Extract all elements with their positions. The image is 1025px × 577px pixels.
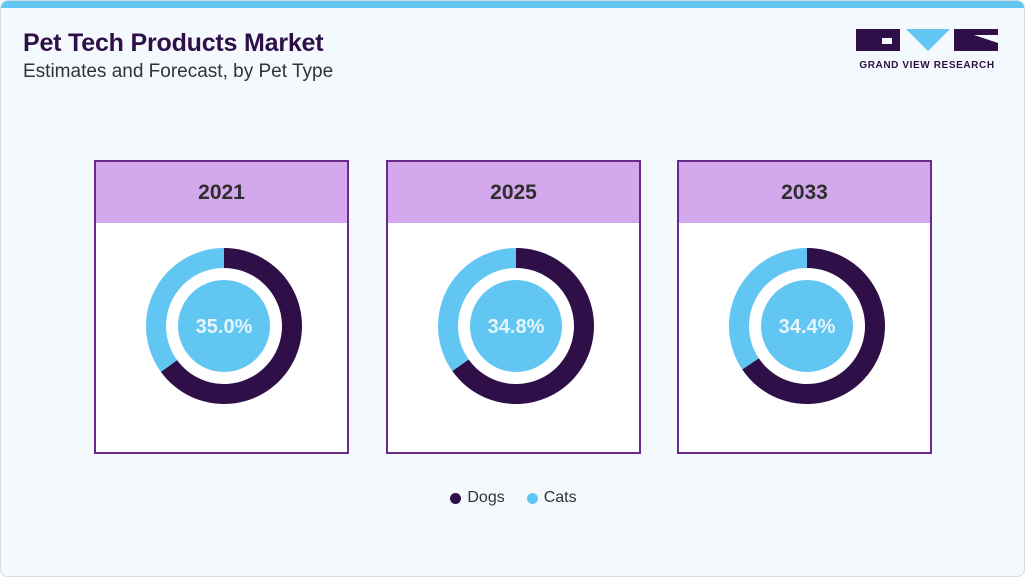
gvr-logo-icon [856,29,998,51]
chart-title: Pet Tech Products Market [23,29,324,57]
chart-subtitle: Estimates and Forecast, by Pet Type [23,61,334,82]
panel-year-label: 2021 [96,162,347,223]
chart-legend: Dogs Cats [1,489,1024,507]
donut-center-label: 34.4% [779,316,836,338]
legend-swatch-cats [526,492,538,504]
donut-chart-2033: 34.4% [729,248,885,404]
donut-slice-cats [438,248,516,372]
legend-item-dogs[interactable]: Dogs [450,489,505,507]
legend-swatch-dogs [450,492,462,504]
donut-chart-2025: 34.8% [438,248,594,404]
legend-label-cats: Cats [543,489,577,506]
donut-center-label: 35.0% [196,316,253,338]
donut-slice-cats [146,248,224,372]
legend-item-cats[interactable]: Cats [526,489,577,507]
donut-center-circle [178,280,270,372]
top-accent-bar [1,1,1024,8]
legend-label-dogs: Dogs [467,489,505,506]
donut-slice-cats [729,248,807,370]
logo-text: GRAND VIEW RESEARCH [859,60,995,71]
donut-panel-2025: 2025 34.8% [386,160,641,454]
donut-center-circle [761,280,853,372]
donut-center-label: 34.8% [488,316,545,338]
donut-center-circle [470,280,562,372]
donut-panel-2021: 2021 35.0% [94,160,349,454]
panel-year-label: 2033 [679,162,930,223]
donut-chart-2021: 35.0% [146,248,302,404]
panel-year-label: 2025 [388,162,639,223]
donut-panel-2033: 2033 34.4% [677,160,932,454]
